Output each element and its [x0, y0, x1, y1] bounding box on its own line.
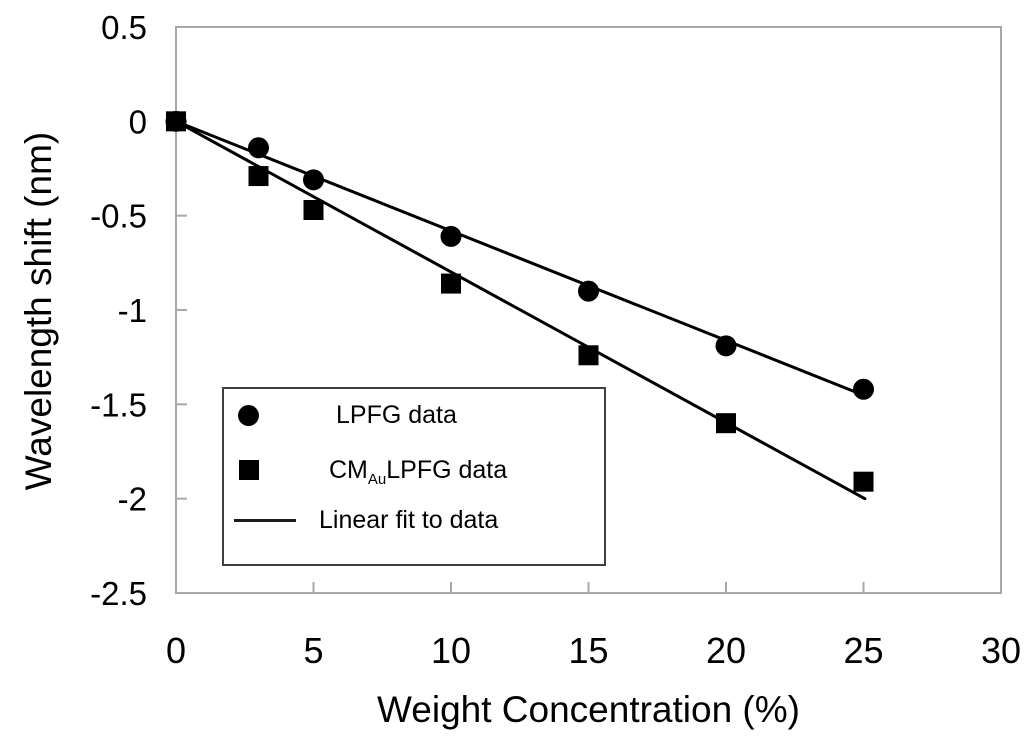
plot-frame [175, 26, 1002, 594]
data-point-circle [853, 378, 874, 400]
x-tick-label: 10 [431, 630, 471, 671]
data-point-square [441, 273, 461, 294]
y-tick-label: -2.5 [90, 575, 147, 612]
line-marker-icon [234, 518, 296, 522]
x-tick-label: 20 [706, 630, 746, 671]
legend-label-lpfg: LPFG data [336, 401, 457, 429]
y-tick-label: -1.5 [90, 386, 147, 423]
x-tick-label: 30 [981, 630, 1021, 671]
data-point-square [166, 111, 186, 132]
square-marker-icon [239, 460, 259, 480]
fit-line [174, 119, 867, 501]
x-tick-label: 5 [303, 630, 323, 671]
data-point-square [248, 166, 269, 187]
y-tick-label: -0.5 [90, 198, 147, 235]
legend-item-linear-fit: Linear fit to data [224, 502, 614, 538]
au-subscript: Au [367, 471, 387, 488]
y-axis-title: Wavelength shift (nm) [18, 131, 59, 491]
fit-line [174, 119, 860, 395]
data-point-square [578, 345, 599, 366]
data-point-square [303, 200, 324, 221]
data-point-square [853, 471, 874, 492]
legend: LPFG data CMAuLPFG data Linear fit to da… [222, 387, 606, 566]
data-point-circle [248, 137, 269, 159]
data-point-circle [578, 280, 599, 302]
x-tick-label: 15 [568, 630, 608, 671]
data-point-circle [440, 225, 462, 247]
legend-label-cmau-lpfg: CMAuLPFG data [329, 456, 508, 488]
circle-marker-icon [238, 404, 259, 426]
legend-item-cmau-lpfg: CMAuLPFG data [224, 452, 619, 488]
data-point-circle [715, 335, 737, 357]
data-point-circle [303, 169, 324, 191]
x-axis-title: Weight Concentration (%) [377, 689, 800, 730]
x-tick-label: 0 [166, 630, 186, 671]
y-tick-label: 0 [129, 103, 147, 140]
y-tick-label: -1 [118, 292, 147, 329]
data-point-square [716, 413, 736, 434]
legend-label-linear-fit: Linear fit to data [319, 506, 499, 534]
legend-item-lpfg: LPFG data [224, 397, 618, 433]
x-tick-label: 25 [843, 630, 883, 671]
y-tick-label: -2 [118, 481, 147, 518]
y-tick-label: 0.5 [101, 9, 147, 46]
